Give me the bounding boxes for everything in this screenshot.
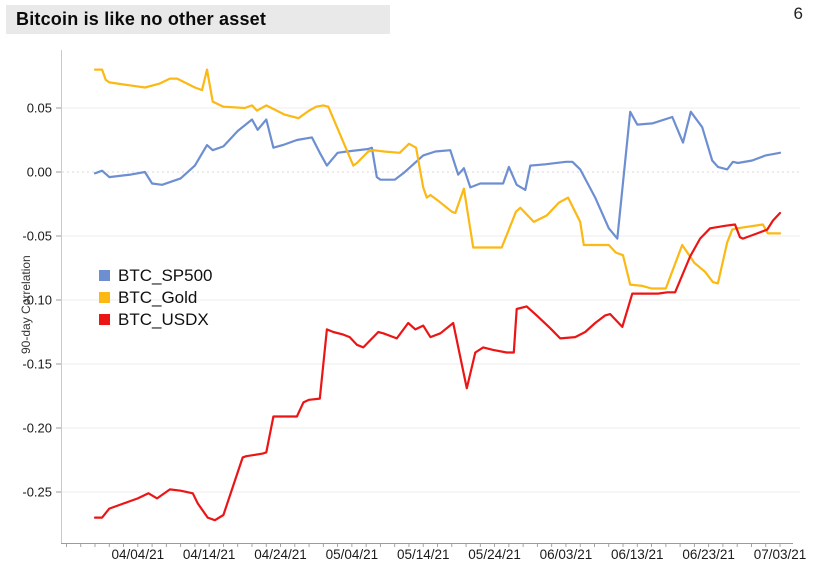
y-tick-label: -0.10 (22, 293, 52, 308)
legend-swatch-icon (99, 314, 110, 325)
line-btc_usdx (93, 211, 782, 522)
x-tick-label: 06/23/21 (682, 547, 735, 562)
page-number: 6 (793, 4, 803, 23)
y-tick-label: -0.15 (22, 357, 52, 372)
x-tick-label: 04/14/21 (183, 547, 236, 562)
x-tick-label: 04/24/21 (254, 547, 307, 562)
legend-label: BTC_SP500 (118, 265, 213, 285)
line-btc_gold (93, 68, 782, 290)
y-axis-title: 90-day Correlation (19, 255, 33, 355)
y-tick-label: 0.00 (27, 165, 52, 180)
legend-label: BTC_USDX (118, 309, 209, 329)
y-tick-label: -0.25 (22, 485, 52, 500)
slide-title-bar: Bitcoin is like no other asset (6, 5, 390, 34)
chart-legend: BTC_SP500 BTC_Gold BTC_USDX (99, 266, 213, 332)
x-tick-label: 05/04/21 (326, 547, 379, 562)
y-tick-label: -0.05 (22, 229, 52, 244)
legend-item: BTC_Gold (99, 288, 213, 307)
y-tick-label: -0.20 (22, 421, 52, 436)
y-tick-label: 0.05 (27, 101, 52, 116)
legend-swatch-icon (99, 292, 110, 303)
x-tick-label: 05/24/21 (468, 547, 521, 562)
legend-item: BTC_SP500 (99, 266, 213, 285)
legend-label: BTC_Gold (118, 287, 198, 307)
x-tick-label: 06/13/21 (611, 547, 664, 562)
x-tick-label: 05/14/21 (397, 547, 450, 562)
legend-item: BTC_USDX (99, 310, 213, 329)
x-tick-label: 07/03/21 (754, 547, 807, 562)
x-tick-label: 06/03/21 (540, 547, 593, 562)
legend-swatch-icon (99, 270, 110, 281)
line-btc_sp500 (93, 110, 782, 240)
x-tick-label: 04/04/21 (112, 547, 165, 562)
page-title: Bitcoin is like no other asset (16, 9, 267, 29)
